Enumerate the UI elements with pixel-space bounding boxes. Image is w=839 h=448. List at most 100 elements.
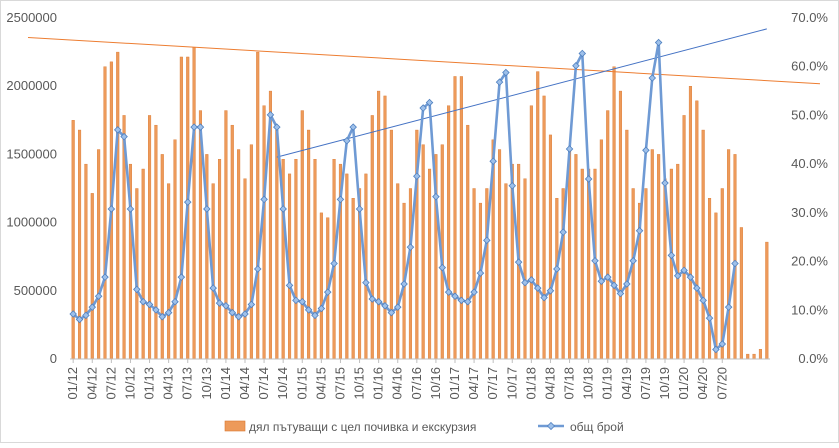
bar: [78, 129, 82, 360]
line-point: [247, 300, 256, 309]
line-point: [126, 205, 135, 213]
bar: [160, 154, 164, 360]
bar: [377, 90, 381, 360]
line-point: [521, 278, 529, 287]
line-point: [228, 308, 237, 317]
axes-layer: 0 500000 1000000 1500000 2000000 2500000 0.0% 1…: [6, 10, 828, 400]
line-point: [444, 288, 453, 296]
y-right-tick-label: 0.0%: [798, 351, 828, 366]
line-point: [94, 292, 103, 301]
x-tick-label: 10/14: [275, 367, 290, 400]
line-point: [317, 304, 326, 313]
line-layer: [69, 38, 739, 354]
line-point: [196, 123, 205, 131]
bar: [345, 173, 349, 360]
line-point: [253, 265, 262, 273]
line-point: [88, 303, 97, 311]
line-point: [616, 289, 625, 298]
y-right-tick-label: 70.0%: [791, 10, 828, 25]
bar: [739, 227, 743, 360]
y-right-tick-label: 20.0%: [791, 254, 828, 269]
legend-label-total: общ брой: [570, 420, 624, 434]
bars-layer: [71, 47, 769, 360]
bar: [249, 144, 253, 360]
line-point: [158, 312, 167, 321]
bar: [103, 66, 107, 360]
line-point: [120, 132, 128, 141]
line-point: [209, 284, 217, 292]
x-tick-label: 01/19: [600, 367, 615, 400]
x-tick-label: 04/14: [237, 367, 252, 400]
line-point: [304, 306, 313, 314]
line-point: [654, 38, 663, 47]
line-point: [629, 257, 637, 265]
bar: [428, 168, 432, 360]
legend-swatch-share: [224, 420, 246, 432]
legend-swatch-total-marker: [546, 421, 556, 431]
line-point: [680, 266, 688, 275]
bar: [631, 188, 635, 360]
y-left-tick-label: 500000: [14, 283, 57, 298]
y-right-tick-label: 40.0%: [791, 156, 828, 171]
x-tick-label: 07/17: [485, 367, 500, 400]
y-left-tick-label: 1000000: [6, 215, 57, 230]
bar: [218, 159, 222, 360]
line-point: [323, 288, 332, 296]
bar: [383, 95, 387, 360]
x-tick-label: 10/13: [199, 367, 214, 400]
line-point: [311, 311, 319, 320]
x-tick-label: 10/19: [657, 367, 672, 400]
bar: [714, 212, 718, 360]
line-point: [381, 302, 389, 310]
bar: [555, 198, 559, 360]
line-point: [368, 295, 377, 303]
x-tick-label: 04/18: [542, 367, 557, 400]
line-point: [241, 310, 249, 318]
bar: [275, 129, 279, 360]
bar: [262, 105, 266, 360]
line-point: [686, 273, 695, 281]
bar: [154, 124, 158, 360]
bar: [498, 149, 502, 360]
bar: [618, 90, 622, 360]
bar: [478, 202, 482, 360]
x-tick-label: 04/17: [466, 367, 481, 400]
line-point: [101, 273, 109, 281]
bar: [695, 100, 699, 360]
bar: [504, 183, 508, 360]
line-point: [731, 259, 739, 268]
bar: [294, 159, 298, 360]
line-point: [75, 315, 84, 324]
bar: [459, 76, 463, 360]
x-tick-label: 10/12: [122, 367, 137, 400]
line-point: [330, 259, 338, 268]
bar: [97, 149, 101, 360]
line-point: [203, 205, 211, 213]
line-point: [635, 227, 644, 235]
bar: [148, 115, 152, 360]
y-left-tick-label: 0: [50, 351, 57, 366]
line-point: [400, 280, 408, 288]
line-point: [673, 272, 682, 280]
x-tick-label: 07/20: [714, 367, 729, 400]
legend-label-share: дял пътуващи с цел почивка и екскурзия: [249, 420, 476, 434]
bar: [536, 71, 540, 360]
line-point: [190, 123, 198, 131]
line-point: [559, 228, 567, 236]
x-tick-label: 01/14: [218, 367, 233, 400]
line-point: [387, 308, 396, 317]
bar: [453, 76, 457, 360]
x-tick-label: 10/15: [352, 367, 367, 400]
line-point: [470, 288, 478, 296]
line-point: [336, 195, 345, 204]
bar: [682, 115, 686, 360]
bar: [466, 124, 470, 360]
bar: [230, 124, 234, 360]
x-tick-label: 07/18: [562, 367, 577, 400]
line-point: [527, 276, 536, 284]
bar: [657, 154, 661, 360]
line-point: [495, 78, 504, 86]
x-tick-label: 10/16: [428, 367, 443, 400]
